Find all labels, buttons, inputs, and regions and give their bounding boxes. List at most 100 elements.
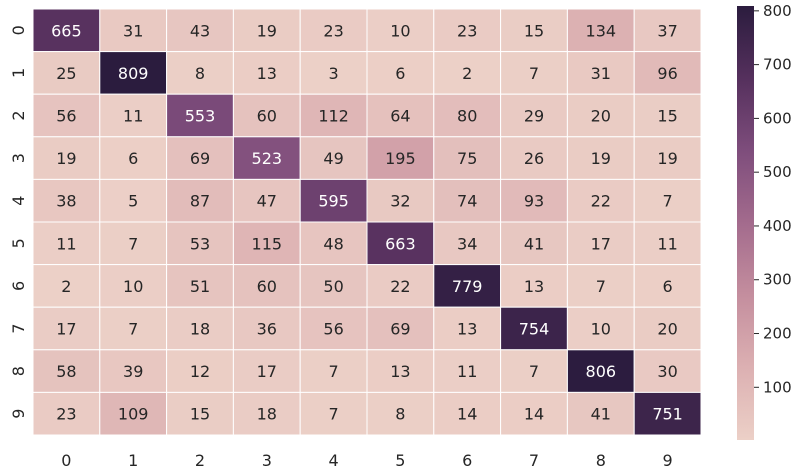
cell-value-label: 8 [195,64,205,83]
y-tick-label: 6 [9,281,28,291]
x-tick-label: 6 [462,451,472,470]
cell-value-label: 523 [252,149,283,168]
x-tick-label: 0 [61,451,71,470]
cell-value-label: 109 [118,405,149,424]
y-tick-label: 5 [9,238,28,248]
cell-value-label: 10 [390,21,410,40]
cell-value-label: 5 [128,192,138,211]
heatmap-cell [566,264,635,308]
heatmap-cell [433,264,502,308]
cell-value-label: 26 [524,149,544,168]
cell-value-label: 41 [524,234,544,253]
cell-value-label: 7 [128,234,138,253]
cell-value-label: 15 [524,21,544,40]
heatmap-cell [566,136,635,180]
cell-value-label: 39 [123,362,143,381]
cell-value-label: 38 [56,192,76,211]
heatmap-cell [633,391,702,436]
cell-value-label: 134 [586,21,617,40]
cell-value-label: 60 [257,107,277,126]
y-tick-label: 3 [9,153,28,163]
cell-value-label: 47 [257,192,277,211]
heatmap-cell [566,391,635,436]
y-tick-label: 7 [9,323,28,333]
cell-value-label: 18 [190,320,210,339]
cell-value-label: 37 [657,21,677,40]
heatmap-cell [299,391,368,436]
cell-value-label: 754 [519,320,550,339]
cell-value-label: 11 [123,107,143,126]
heatmap-cell [433,136,502,180]
cell-value-label: 806 [586,362,617,381]
heatmap-cell [500,306,568,351]
heatmap-cell [500,8,568,53]
cell-value-label: 6 [663,277,673,296]
x-tick-label: 3 [262,451,272,470]
heatmap-cell [500,51,568,95]
heatmap-cell [232,51,301,95]
cell-value-label: 23 [56,405,76,424]
y-tick-label: 0 [9,25,28,35]
cell-value-label: 7 [596,277,606,296]
cell-value-label: 60 [257,277,277,296]
cell-value-label: 13 [257,64,277,83]
cell-value-label: 8 [395,405,405,424]
cell-value-label: 31 [591,64,611,83]
colorbar-tick-label: 800 [763,2,792,20]
cell-value-label: 751 [652,405,683,424]
heatmap-cell [166,221,234,266]
cell-value-label: 7 [529,362,539,381]
heatmap-cell [299,349,368,393]
cell-value-label: 595 [318,192,349,211]
heatmap-cell [166,178,234,223]
cell-value-label: 23 [323,21,343,40]
cell-value-label: 69 [190,149,210,168]
heatmap-cell [433,349,502,393]
heatmap-cell [232,264,301,308]
cell-value-label: 17 [257,362,277,381]
cell-value-label: 69 [390,320,410,339]
heatmap-cell [366,51,435,95]
cell-value-label: 29 [524,107,544,126]
cell-value-label: 809 [118,64,149,83]
cell-value-label: 2 [462,64,472,83]
colorbar-tick-label: 600 [763,109,792,127]
cell-value-label: 15 [190,405,210,424]
heatmap-cell [366,391,435,436]
heatmap-cell [99,306,168,351]
cell-value-label: 32 [390,192,410,211]
heatmap-cell [299,93,368,138]
cell-value-label: 17 [56,320,76,339]
cell-value-label: 53 [190,234,210,253]
cell-value-label: 7 [329,405,339,424]
heatmap-cell [32,391,101,436]
cell-value-label: 22 [390,277,410,296]
heatmap-cell [32,264,101,308]
cell-value-label: 13 [524,277,544,296]
cell-value-label: 6 [395,64,405,83]
cell-value-label: 10 [591,320,611,339]
y-tick-label: 4 [9,196,28,206]
cell-value-label: 36 [257,320,277,339]
x-tick-label: 1 [128,451,138,470]
heatmap-cell [633,93,702,138]
heatmap-cell [166,349,234,393]
cell-value-label: 779 [452,277,483,296]
heatmap-cell [166,8,234,53]
cell-value-label: 19 [257,21,277,40]
x-tick-label: 8 [596,451,606,470]
heatmap-cell [32,221,101,266]
heatmap-cell [99,8,168,53]
colorbar-tick-label: 500 [763,163,792,181]
cell-value-label: 17 [591,234,611,253]
cell-value-label: 19 [56,149,76,168]
cell-value-label: 6 [128,149,138,168]
heatmap-cell [99,391,168,436]
heatmap-cell [99,93,168,138]
heatmap-cell [232,221,301,266]
heatmap-cell [366,136,435,180]
heatmap-cell [366,178,435,223]
heatmap-cell [566,221,635,266]
cell-value-label: 25 [56,64,76,83]
cell-value-label: 49 [323,149,343,168]
